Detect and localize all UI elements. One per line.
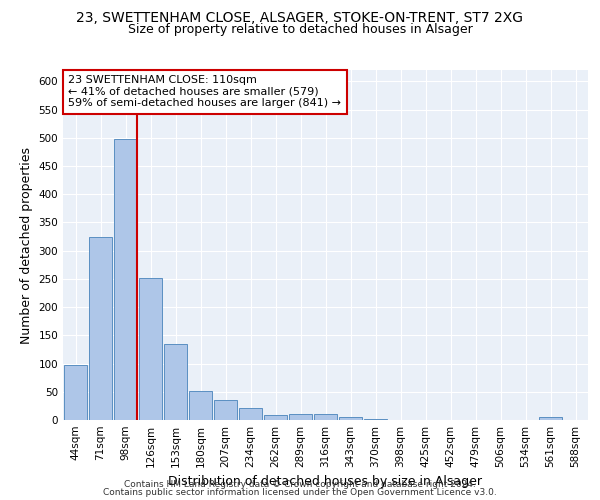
- Bar: [214, 400, 237, 420]
- Bar: [139, 278, 162, 420]
- Bar: [64, 365, 87, 420]
- Text: 23, SWETTENHAM CLOSE, ALSAGER, STOKE-ON-TRENT, ST7 2XG: 23, SWETTENHAM CLOSE, ALSAGER, STOKE-ON-…: [77, 11, 523, 25]
- Text: Size of property relative to detached houses in Alsager: Size of property relative to detached ho…: [128, 22, 472, 36]
- Bar: [239, 408, 262, 420]
- Bar: [114, 140, 137, 420]
- Bar: [339, 417, 362, 420]
- Bar: [89, 236, 112, 420]
- Text: 23 SWETTENHAM CLOSE: 110sqm
← 41% of detached houses are smaller (579)
59% of se: 23 SWETTENHAM CLOSE: 110sqm ← 41% of det…: [68, 75, 341, 108]
- Bar: [264, 415, 287, 420]
- Text: Contains HM Land Registry data © Crown copyright and database right 2024.: Contains HM Land Registry data © Crown c…: [124, 480, 476, 489]
- Bar: [314, 414, 337, 420]
- Bar: [164, 344, 187, 420]
- Text: Contains public sector information licensed under the Open Government Licence v3: Contains public sector information licen…: [103, 488, 497, 497]
- Y-axis label: Number of detached properties: Number of detached properties: [20, 146, 33, 344]
- X-axis label: Distribution of detached houses by size in Alsager: Distribution of detached houses by size …: [169, 476, 482, 488]
- Bar: [189, 391, 212, 420]
- Bar: [539, 417, 562, 420]
- Bar: [289, 414, 312, 420]
